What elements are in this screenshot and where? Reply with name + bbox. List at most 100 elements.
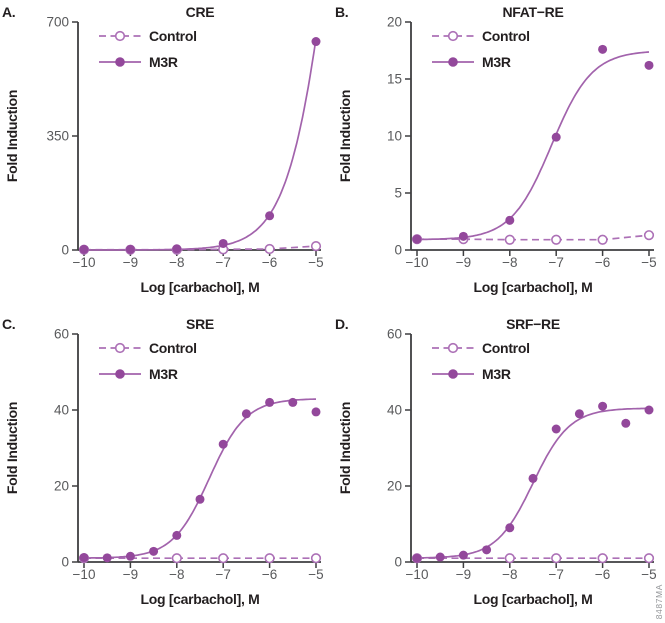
legend-m3r-marker — [447, 57, 458, 67]
control-data-point — [597, 234, 608, 245]
m3r-data-point — [102, 552, 112, 562]
legend: Control M3R — [99, 28, 197, 70]
m3r-fit-curve — [84, 397, 316, 559]
control-series-line — [416, 234, 649, 241]
x-tick-label: −6 — [594, 255, 609, 270]
legend-control-marker — [114, 30, 126, 42]
control-data-point — [504, 552, 515, 563]
x-tick-label: −10 — [405, 567, 428, 582]
legend-m3r-marker — [115, 57, 125, 67]
chart-svg-cre: 0 350 700 −10 −9 −8 −7 −6 −5 A. CRE Log [carbachol]… — [2, 4, 324, 295]
y-tick-label: 0 — [61, 554, 69, 569]
y-tick-label: 15 — [386, 72, 401, 87]
m3r-data-point — [412, 553, 421, 563]
x-tick-label: −9 — [455, 567, 470, 582]
m3r-data-point — [574, 408, 584, 418]
x-tick-label: −5 — [308, 255, 323, 270]
panel-letter: D. — [335, 316, 348, 332]
m3r-data-point — [597, 401, 607, 411]
panel-letter: B. — [335, 4, 348, 20]
chart-svg-srf-re: 0 20 40 60 −10 −9 −8 −7 −6 −5 D. SRF−RE Log [carbach… — [335, 316, 657, 607]
legend-control-marker — [447, 30, 458, 42]
m3r-data-point — [435, 552, 445, 562]
legend-control-label: Control — [149, 28, 197, 44]
x-tick-label: −5 — [641, 255, 656, 270]
m3r-data-point — [551, 132, 561, 142]
y-tick-label: 20 — [54, 478, 69, 493]
x-tick-label: −5 — [308, 567, 323, 582]
control-data-point — [597, 552, 608, 563]
control-data-point — [310, 240, 322, 252]
control-data-point — [550, 552, 561, 563]
control-data-point — [550, 234, 561, 245]
legend-control-label: Control — [482, 340, 530, 356]
y-axis-label: Fold Induction — [4, 90, 20, 182]
control-data-point — [504, 234, 515, 245]
x-tick-label: −10 — [405, 255, 428, 270]
y-tick-label: 5 — [394, 186, 402, 201]
x-tick-label: −6 — [262, 255, 277, 270]
control-data-point — [264, 243, 275, 255]
m3r-data-point — [218, 238, 228, 248]
m3r-data-point — [218, 439, 228, 449]
m3r-fit-curve — [416, 51, 649, 241]
x-tick-label: −7 — [215, 567, 230, 582]
control-data-point — [171, 552, 182, 563]
x-tick-label: −8 — [502, 255, 517, 270]
control-data-point — [643, 552, 654, 563]
x-axis-label: Log [carbachol], M — [473, 591, 592, 607]
x-tick-label: −7 — [215, 255, 230, 270]
x-tick-label: −8 — [502, 567, 517, 582]
panel-title: SRE — [186, 316, 214, 332]
m3r-data-point — [504, 522, 514, 532]
m3r-data-point — [412, 234, 421, 244]
legend-m3r-label: M3R — [482, 54, 511, 70]
y-tick-label: 40 — [386, 402, 401, 417]
y-tick-label: 0 — [394, 554, 402, 569]
y-tick-label: 60 — [386, 326, 401, 341]
legend-m3r-label: M3R — [149, 366, 178, 382]
y-axis-label: Fold Induction — [337, 401, 353, 493]
x-tick-label: −10 — [73, 567, 96, 582]
x-tick-label: −6 — [594, 567, 609, 582]
y-tick-label: 700 — [46, 15, 69, 30]
legend-m3r-marker — [115, 368, 125, 379]
x-tick-label: −8 — [169, 255, 184, 270]
x-tick-label: −5 — [641, 567, 656, 582]
m3r-data-point — [311, 37, 321, 47]
y-axis-label: Fold Induction — [4, 401, 20, 493]
panel-letter: A. — [2, 4, 15, 20]
m3r-data-point — [311, 406, 321, 416]
m3r-data-point — [265, 397, 275, 407]
legend-control-label: Control — [482, 28, 530, 44]
m3r-data-point — [125, 551, 135, 561]
panel-title: CRE — [186, 4, 215, 20]
m3r-data-point — [241, 408, 251, 418]
x-tick-label: −7 — [548, 567, 563, 582]
panel-title: NFAT−RE — [502, 4, 563, 20]
m3r-data-point — [597, 44, 607, 54]
x-axis-label: Log [carbachol], M — [140, 591, 259, 607]
y-tick-label: 0 — [61, 243, 69, 258]
legend-m3r-label: M3R — [482, 366, 511, 382]
m3r-data-point — [79, 244, 89, 254]
m3r-data-point — [149, 546, 159, 556]
m3r-data-point — [288, 397, 298, 407]
legend-control-label: Control — [149, 340, 197, 356]
m3r-data-point — [644, 405, 653, 414]
m3r-data-point — [125, 244, 135, 254]
x-tick-label: −8 — [169, 567, 184, 582]
chart-panel-srf-re: 0 20 40 60 −10 −9 −8 −7 −6 −5 D. SRF−RE Log [carbach… — [333, 312, 665, 623]
m3r-data-point — [172, 244, 182, 254]
y-tick-label: 350 — [46, 129, 69, 144]
chart-svg-sre: 0 20 40 60 −10 −9 −8 −7 −6 −5 C. SRE Log [carbachol]… — [2, 316, 324, 607]
panel-letter: C. — [2, 316, 15, 332]
x-tick-label: −6 — [262, 567, 277, 582]
y-tick-label: 20 — [386, 478, 401, 493]
m3r-data-point — [620, 418, 630, 428]
control-data-point — [218, 552, 229, 563]
legend-m3r-marker — [447, 368, 458, 379]
m3r-data-point — [528, 473, 537, 483]
x-tick-label: −9 — [123, 255, 138, 270]
